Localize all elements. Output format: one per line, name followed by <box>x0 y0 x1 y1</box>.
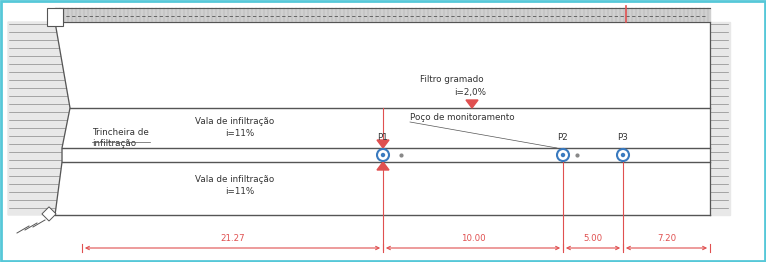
Text: 21.27: 21.27 <box>220 234 245 243</box>
Text: Filtro gramado: Filtro gramado <box>420 75 483 85</box>
Text: 10.00: 10.00 <box>460 234 486 243</box>
Text: P3: P3 <box>617 134 628 143</box>
Text: i=11%: i=11% <box>225 187 254 195</box>
Polygon shape <box>8 22 70 215</box>
Polygon shape <box>377 162 389 170</box>
Circle shape <box>621 154 624 156</box>
Circle shape <box>381 154 385 156</box>
Bar <box>42 207 56 221</box>
Circle shape <box>557 149 569 161</box>
Text: P1: P1 <box>378 134 388 143</box>
Text: Trincheira de
infiltração: Trincheira de infiltração <box>92 128 149 148</box>
Polygon shape <box>55 8 710 22</box>
Text: Vala de infiltração: Vala de infiltração <box>195 117 274 127</box>
Polygon shape <box>710 22 730 215</box>
Circle shape <box>561 154 565 156</box>
Text: 5.00: 5.00 <box>584 234 603 243</box>
Text: 7.20: 7.20 <box>657 234 676 243</box>
Text: i=11%: i=11% <box>225 128 254 138</box>
Bar <box>47 8 63 26</box>
Text: P2: P2 <box>558 134 568 143</box>
Text: i=2,0%: i=2,0% <box>454 89 486 97</box>
Circle shape <box>617 149 629 161</box>
Polygon shape <box>466 100 478 108</box>
Polygon shape <box>55 22 710 215</box>
Text: Poço de monitoramento: Poço de monitoramento <box>410 113 515 123</box>
Text: Vala de infiltração: Vala de infiltração <box>195 176 274 184</box>
Circle shape <box>377 149 389 161</box>
Polygon shape <box>377 140 389 148</box>
